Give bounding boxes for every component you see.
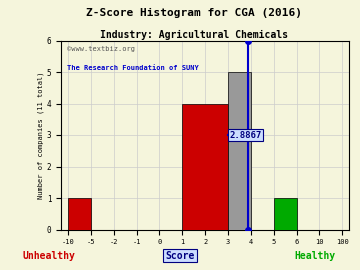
Bar xyxy=(274,198,297,230)
Bar xyxy=(183,103,228,230)
Y-axis label: Number of companies (11 total): Number of companies (11 total) xyxy=(37,71,44,199)
Text: Unhealthy: Unhealthy xyxy=(22,251,75,261)
Text: Score: Score xyxy=(165,251,195,261)
Text: 2.8867: 2.8867 xyxy=(229,130,261,140)
Text: ©www.textbiz.org: ©www.textbiz.org xyxy=(67,46,135,52)
Bar xyxy=(228,72,251,230)
Text: The Research Foundation of SUNY: The Research Foundation of SUNY xyxy=(67,65,199,71)
Bar xyxy=(68,198,91,230)
Text: Z-Score Histogram for CGA (2016): Z-Score Histogram for CGA (2016) xyxy=(86,8,302,18)
Text: Healthy: Healthy xyxy=(294,251,336,261)
Text: Industry: Agricultural Chemicals: Industry: Agricultural Chemicals xyxy=(100,30,288,40)
